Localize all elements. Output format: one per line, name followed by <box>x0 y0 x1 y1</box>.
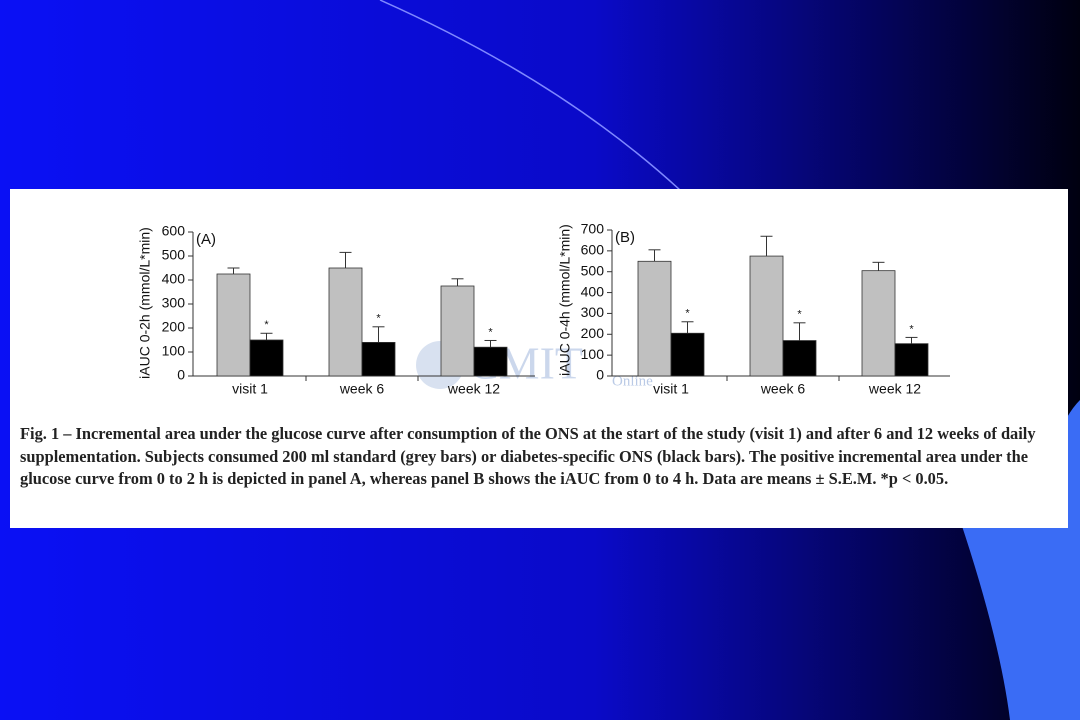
y-tick-label: 100 <box>581 346 605 362</box>
panel-label: (B) <box>615 229 635 246</box>
x-tick-label: week 12 <box>868 381 921 397</box>
significance-mark: * <box>264 319 269 331</box>
bar <box>861 270 896 377</box>
significance-mark: * <box>376 313 381 325</box>
x-tick-label: week 12 <box>447 381 500 397</box>
bar <box>670 332 705 377</box>
bar <box>473 346 508 377</box>
x-tick-label: week 6 <box>760 381 806 397</box>
y-axis-label: iAUC 0-4h (mmol/L*min) <box>557 224 573 376</box>
x-tick-label: week 6 <box>339 381 385 397</box>
y-tick-label: 600 <box>581 242 605 258</box>
bar <box>328 267 363 377</box>
bar <box>440 285 475 377</box>
y-tick-label: 400 <box>581 283 605 299</box>
significance-mark: * <box>797 309 802 321</box>
caption: Fig. 1 – Incremental area under the gluc… <box>20 424 1036 488</box>
watermark-sub: Online <box>612 373 653 389</box>
panel-label: (A) <box>196 231 216 248</box>
y-tick-label: 400 <box>162 271 186 287</box>
bar <box>249 339 284 377</box>
y-tick-label: 500 <box>581 262 605 278</box>
significance-mark: * <box>909 323 914 335</box>
bar <box>361 341 396 377</box>
bar <box>749 255 784 377</box>
bar <box>637 260 672 377</box>
y-tick-label: 200 <box>581 325 605 341</box>
y-tick-label: 500 <box>162 247 186 263</box>
y-tick-label: 0 <box>596 367 604 383</box>
y-tick-label: 200 <box>162 319 186 335</box>
bar <box>782 340 817 377</box>
y-tick-label: 700 <box>581 221 605 237</box>
decor-line <box>379 0 681 191</box>
y-tick-label: 300 <box>162 295 186 311</box>
x-tick-label: visit 1 <box>232 381 268 397</box>
significance-mark: * <box>685 308 690 320</box>
significance-mark: * <box>488 326 493 338</box>
x-tick-label: visit 1 <box>653 381 689 397</box>
y-axis-label: iAUC 0-2h (mmol/L*min) <box>137 227 153 379</box>
bar <box>216 273 251 377</box>
bar <box>894 343 929 377</box>
y-tick-label: 300 <box>581 304 605 320</box>
y-tick-label: 100 <box>162 343 186 359</box>
y-tick-label: 0 <box>177 367 185 383</box>
y-tick-label: 600 <box>162 223 186 239</box>
